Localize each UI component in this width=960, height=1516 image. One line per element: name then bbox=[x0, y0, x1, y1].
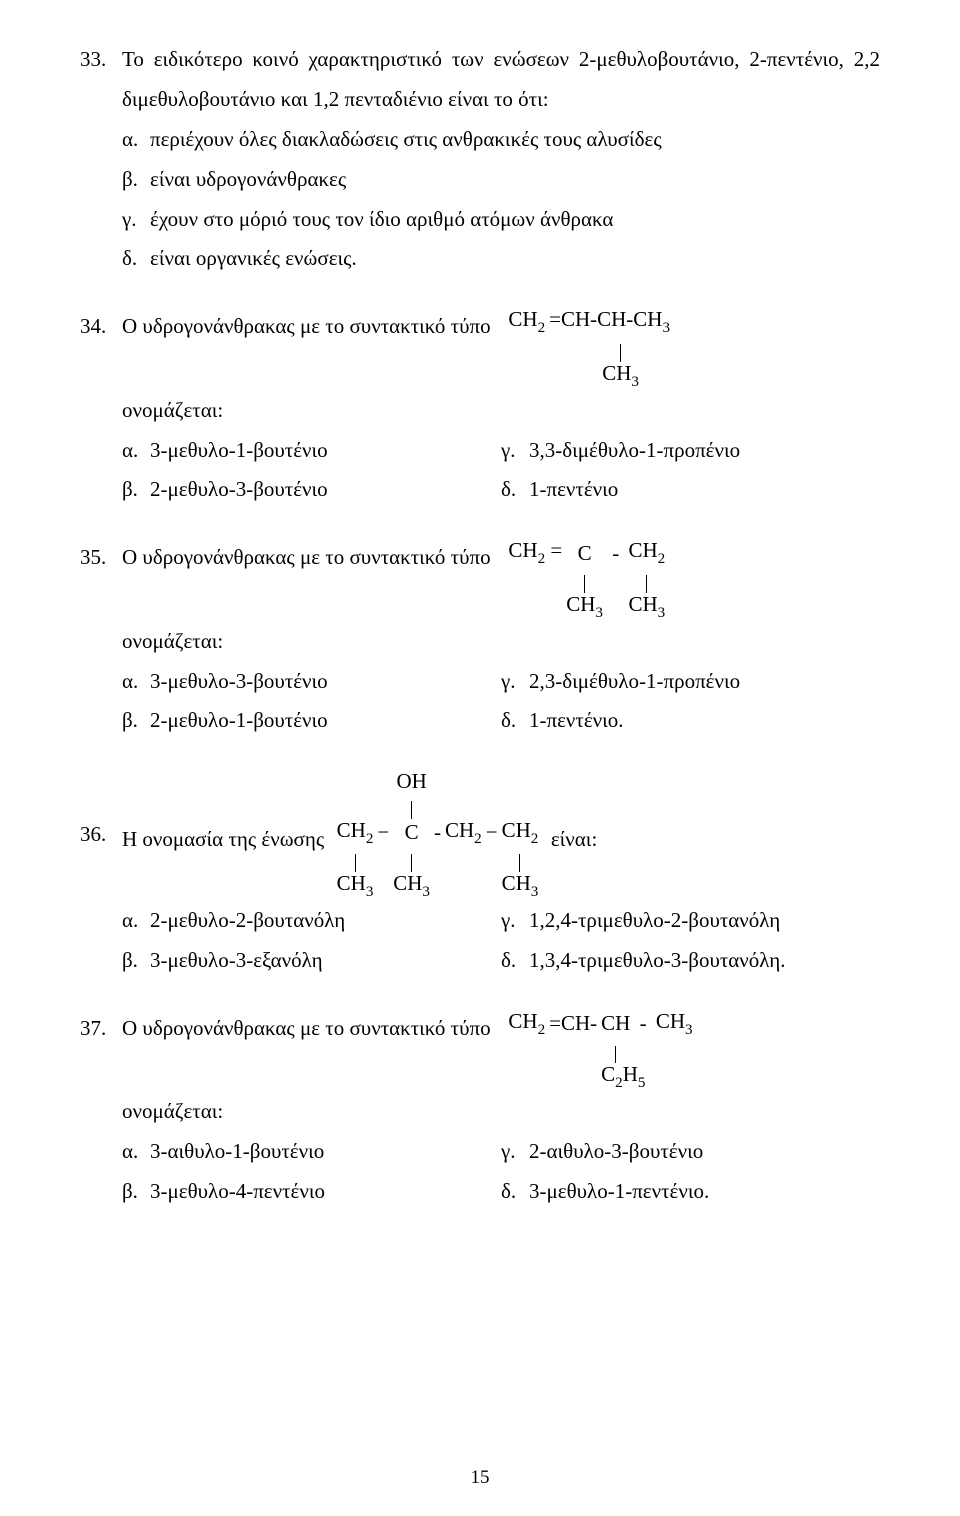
q33-text: Το ειδικότερο κοινό χαρακτηριστικό των ε… bbox=[122, 40, 880, 120]
q35-b-letter: β. bbox=[122, 701, 150, 741]
q35-a-text: 3-μεθυλο-3-βουτένιο bbox=[150, 662, 328, 702]
q37-option-d: δ. 3-μεθυλο-1-πεντένιο. bbox=[501, 1172, 880, 1212]
q36-b-text: 3-μεθυλο-3-εξανόλη bbox=[150, 941, 323, 981]
q36-d-text: 1,3,4-τριμεθυλο-3-βουτανόλη. bbox=[529, 941, 786, 981]
q36-option-d: δ. 1,3,4-τριμεθυλο-3-βουτανόλη. bbox=[501, 941, 880, 981]
q35-a-letter: α. bbox=[122, 662, 150, 702]
q33-number: 33. bbox=[80, 40, 122, 120]
q37-number: 37. bbox=[80, 1009, 122, 1049]
question-35: 35. Ο υδρογονάνθρακας με το συντακτικό τ… bbox=[80, 538, 880, 741]
q34-formula: CH2 =CH-CH-CH3 CH3 bbox=[506, 307, 672, 390]
q33-option-b: β. είναι υδρογονάνθρακες bbox=[122, 160, 880, 200]
q37-b-letter: β. bbox=[122, 1172, 150, 1212]
q36-option-c: γ. 1,2,4-τριμεθυλο-2-βουτανόλη bbox=[501, 901, 880, 941]
q34-c-text: 3,3-διμέθυλο-1-προπένιο bbox=[529, 431, 740, 471]
q36-body: Η ονομασία της ένωσης OH CH2−C-CH2−CH2 bbox=[122, 769, 880, 901]
q35-option-c: γ. 2,3-διμέθυλο-1-προπένιο bbox=[501, 662, 880, 702]
q35-option-b: β. 2-μεθυλο-1-βουτένιο bbox=[122, 701, 501, 741]
q36-lead2: είναι: bbox=[551, 810, 597, 860]
q34-body: Ο υδρογονάνθρακας με το συντακτικό τύπο … bbox=[122, 307, 880, 390]
q34-number: 34. bbox=[80, 307, 122, 347]
q33-d-letter: δ. bbox=[122, 239, 150, 279]
q34-named: ονομάζεται: bbox=[80, 391, 880, 431]
question-33: 33. Το ειδικότερο κοινό χαρακτηριστικό τ… bbox=[80, 40, 880, 279]
q33-d-text: είναι οργανικές ενώσεις. bbox=[150, 239, 357, 279]
q37-b-text: 3-μεθυλο-4-πεντένιο bbox=[150, 1172, 325, 1212]
q34-option-a: α. 3-μεθυλο-1-βουτένιο bbox=[122, 431, 501, 471]
q33-a-letter: α. bbox=[122, 120, 150, 160]
question-34: 34. Ο υδρογονάνθρακας με το συντακτικό τ… bbox=[80, 307, 880, 510]
q35-named: ονομάζεται: bbox=[80, 622, 880, 662]
q34-d-text: 1-πεντένιο bbox=[529, 470, 618, 510]
q35-b-text: 2-μεθυλο-1-βουτένιο bbox=[150, 701, 328, 741]
q35-option-a: α. 3-μεθυλο-3-βουτένιο bbox=[122, 662, 501, 702]
q34-a-letter: α. bbox=[122, 431, 150, 471]
q37-body: Ο υδρογονάνθρακας με το συντακτικό τύπο … bbox=[122, 1009, 880, 1092]
q37-c-letter: γ. bbox=[501, 1132, 529, 1172]
q35-body: Ο υδρογονάνθρακας με το συντακτικό τύπο … bbox=[122, 538, 880, 621]
page: 33. Το ειδικότερο κοινό χαρακτηριστικό τ… bbox=[0, 0, 960, 1516]
q36-option-b: β. 3-μεθυλο-3-εξανόλη bbox=[122, 941, 501, 981]
q37-option-c: γ. 2-αιθυλο-3-βουτένιο bbox=[501, 1132, 880, 1172]
q34-option-b: β. 2-μεθυλο-3-βουτένιο bbox=[122, 470, 501, 510]
q33-c-letter: γ. bbox=[122, 200, 150, 240]
q35-c-letter: γ. bbox=[501, 662, 529, 702]
q33-a-text: περιέχουν όλες διακλαδώσεις στις ανθρακι… bbox=[150, 120, 662, 160]
q35-c-text: 2,3-διμέθυλο-1-προπένιο bbox=[529, 662, 740, 702]
q34-option-d: δ. 1-πεντένιο bbox=[501, 470, 880, 510]
q34-option-c: γ. 3,3-διμέθυλο-1-προπένιο bbox=[501, 431, 880, 471]
q33-b-text: είναι υδρογονάνθρακες bbox=[150, 160, 346, 200]
q36-option-a: α. 2-μεθυλο-2-βουτανόλη bbox=[122, 901, 501, 941]
q36-number: 36. bbox=[80, 769, 122, 855]
q33-option-d: δ. είναι οργανικές ενώσεις. bbox=[122, 239, 880, 279]
q37-d-letter: δ. bbox=[501, 1172, 529, 1212]
q33-option-a: α. περιέχουν όλες διακλαδώσεις στις ανθρ… bbox=[122, 120, 880, 160]
q33-c-text: έχουν στο μόριό τους τον ίδιο αριθμό ατό… bbox=[150, 200, 613, 240]
q35-formula: CH2 = C - CH2 CH3CH3 bbox=[506, 538, 667, 621]
q37-c-text: 2-αιθυλο-3-βουτένιο bbox=[529, 1132, 703, 1172]
q36-b-letter: β. bbox=[122, 941, 150, 981]
q37-a-letter: α. bbox=[122, 1132, 150, 1172]
q37-formula: CH2=CH-CH - CH3 C2H5 bbox=[506, 1009, 694, 1092]
q34-d-letter: δ. bbox=[501, 470, 529, 510]
q36-c-text: 1,2,4-τριμεθυλο-2-βουτανόλη bbox=[529, 901, 780, 941]
question-36: 36. Η ονομασία της ένωσης OH CH2−C-CH2−C… bbox=[80, 769, 880, 980]
question-37: 37. Ο υδρογονάνθρακας με το συντακτικό τ… bbox=[80, 1009, 880, 1212]
q34-a-text: 3-μεθυλο-1-βουτένιο bbox=[150, 431, 328, 471]
q36-formula: OH CH2−C-CH2−CH2 CH3CH3CH3 bbox=[335, 769, 541, 901]
q34-lead: Ο υδρογονάνθρακας με το συντακτικό τύπο bbox=[122, 314, 491, 338]
q33-b-letter: β. bbox=[122, 160, 150, 200]
q37-option-b: β. 3-μεθυλο-4-πεντένιο bbox=[122, 1172, 501, 1212]
q37-option-a: α. 3-αιθυλο-1-βουτένιο bbox=[122, 1132, 501, 1172]
q37-lead: Ο υδρογονάνθρακας με το συντακτικό τύπο bbox=[122, 1016, 491, 1040]
q35-d-text: 1-πεντένιο. bbox=[529, 701, 624, 741]
q36-a-letter: α. bbox=[122, 901, 150, 941]
q35-d-letter: δ. bbox=[501, 701, 529, 741]
q35-lead: Ο υδρογονάνθρακας με το συντακτικό τύπο bbox=[122, 545, 491, 569]
q35-option-d: δ. 1-πεντένιο. bbox=[501, 701, 880, 741]
q37-named: ονομάζεται: bbox=[80, 1092, 880, 1132]
q36-d-letter: δ. bbox=[501, 941, 529, 981]
q33-option-c: γ. έχουν στο μόριό τους τον ίδιο αριθμό … bbox=[122, 200, 880, 240]
q35-number: 35. bbox=[80, 538, 122, 578]
q34-b-letter: β. bbox=[122, 470, 150, 510]
q37-a-text: 3-αιθυλο-1-βουτένιο bbox=[150, 1132, 324, 1172]
q36-c-letter: γ. bbox=[501, 901, 529, 941]
q34-c-letter: γ. bbox=[501, 431, 529, 471]
q36-a-text: 2-μεθυλο-2-βουτανόλη bbox=[150, 901, 345, 941]
page-number: 15 bbox=[0, 1460, 960, 1496]
q34-b-text: 2-μεθυλο-3-βουτένιο bbox=[150, 470, 328, 510]
q37-d-text: 3-μεθυλο-1-πεντένιο. bbox=[529, 1172, 709, 1212]
q36-lead1: Η ονομασία της ένωσης bbox=[122, 810, 324, 860]
